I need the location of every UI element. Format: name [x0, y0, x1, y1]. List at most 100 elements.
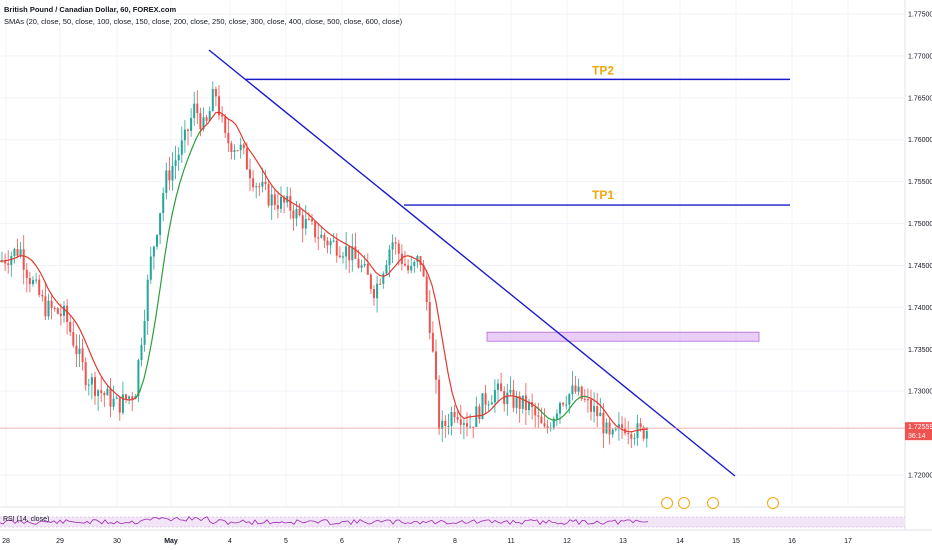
candle-body	[332, 240, 335, 242]
candle-body	[335, 240, 338, 256]
candle-body	[177, 154, 180, 161]
candle-body	[128, 396, 131, 399]
rsi-line	[0, 516, 649, 526]
candle-body	[236, 150, 239, 152]
event-flag-icon[interactable]	[707, 497, 719, 509]
candle-body	[239, 144, 242, 151]
candle-body	[630, 434, 633, 439]
sma-line-red	[199, 111, 541, 420]
price-axis-tick: 1.75000	[908, 221, 932, 228]
candle-body	[90, 377, 93, 385]
candle-body	[410, 265, 413, 271]
candle-body	[156, 235, 158, 247]
candle-body	[577, 386, 580, 392]
candle-body	[614, 428, 617, 430]
candle-body	[41, 294, 44, 297]
candle-body	[475, 406, 478, 428]
event-flag-icon[interactable]	[767, 497, 779, 509]
candle-body	[242, 144, 245, 149]
time-axis-tick: 29	[56, 538, 64, 545]
time-axis-tick: 13	[619, 538, 627, 545]
time-axis-tick: May	[164, 538, 178, 545]
tp2-label: TP2	[592, 63, 614, 77]
candle-body	[106, 388, 109, 396]
sma-indicator-legend[interactable]: SMAs (20, close, 50, close, 100, close, …	[4, 17, 403, 26]
candle-body	[69, 321, 72, 333]
candle-body	[174, 160, 177, 166]
event-flag-icon[interactable]	[661, 497, 673, 509]
current-price-badge[interactable]	[905, 422, 932, 441]
rsi-legend[interactable]: RSI (14, close)	[3, 516, 50, 523]
sma-line-red	[0, 255, 141, 401]
candle-body	[509, 389, 512, 393]
candle-body	[168, 170, 171, 181]
candle-body	[314, 221, 317, 238]
candle-body	[320, 234, 323, 238]
candle-body	[267, 184, 270, 206]
candle-body	[252, 178, 255, 188]
candle-body	[552, 418, 555, 428]
symbol-title[interactable]: British Pound / Canadian Dollar, 60, FOR…	[4, 5, 177, 14]
candle-body	[146, 279, 149, 322]
price-axis-tick: 1.76500	[908, 95, 932, 102]
price-axis[interactable]	[905, 0, 932, 550]
candle-body	[292, 210, 295, 219]
candle-body	[47, 300, 50, 317]
candle-body	[342, 256, 344, 258]
candle-body	[450, 411, 453, 426]
candle-body	[205, 117, 208, 121]
candle-body	[345, 246, 348, 257]
event-flag-icon[interactable]	[678, 497, 690, 509]
candle-body	[94, 377, 96, 396]
candle-body	[196, 103, 199, 114]
candle-body	[416, 256, 419, 262]
candle-body	[193, 103, 196, 119]
time-axis-tick: 11	[507, 538, 514, 545]
candle-body	[276, 205, 279, 209]
candle-body	[249, 169, 251, 179]
candle-body	[261, 181, 264, 187]
candle-body	[633, 437, 636, 439]
candle-body	[435, 351, 437, 380]
candle-body	[518, 396, 521, 409]
candle-body	[112, 398, 115, 407]
candle-body	[447, 425, 450, 427]
candle-body	[611, 429, 614, 435]
candle-body	[385, 264, 388, 274]
candle-body	[369, 274, 372, 290]
candle-body	[382, 273, 385, 284]
candle-body	[360, 265, 363, 268]
candle-body	[546, 426, 549, 428]
tp1-label: TP1	[592, 188, 614, 202]
descending-trendline[interactable]	[208, 49, 736, 477]
price-axis-tick: 1.74500	[908, 263, 932, 270]
candle-body	[103, 393, 106, 396]
candle-body	[329, 241, 332, 246]
candle-body	[431, 332, 434, 352]
candle-body	[199, 113, 202, 130]
candle-body	[645, 430, 648, 439]
resistance-zone[interactable]	[486, 331, 760, 342]
candle-body	[466, 423, 468, 427]
candle-body	[506, 392, 509, 405]
candle-body	[515, 396, 518, 408]
candle-body	[283, 196, 286, 203]
candle-body	[165, 170, 168, 193]
candle-body	[171, 165, 174, 181]
candle-body	[562, 402, 565, 405]
candle-body	[218, 96, 220, 116]
candle-body	[32, 280, 34, 285]
candle-body	[413, 261, 416, 266]
candle-body	[512, 389, 515, 408]
candle-body	[621, 424, 623, 429]
candle-body	[100, 390, 103, 394]
candle-body	[143, 321, 146, 345]
candle-body	[214, 89, 217, 97]
candle-body	[35, 279, 38, 281]
candle-body	[323, 234, 326, 241]
sma-line-red	[587, 396, 649, 433]
candle-body	[456, 417, 459, 420]
candle-body	[10, 256, 13, 265]
candle-body	[211, 89, 214, 112]
